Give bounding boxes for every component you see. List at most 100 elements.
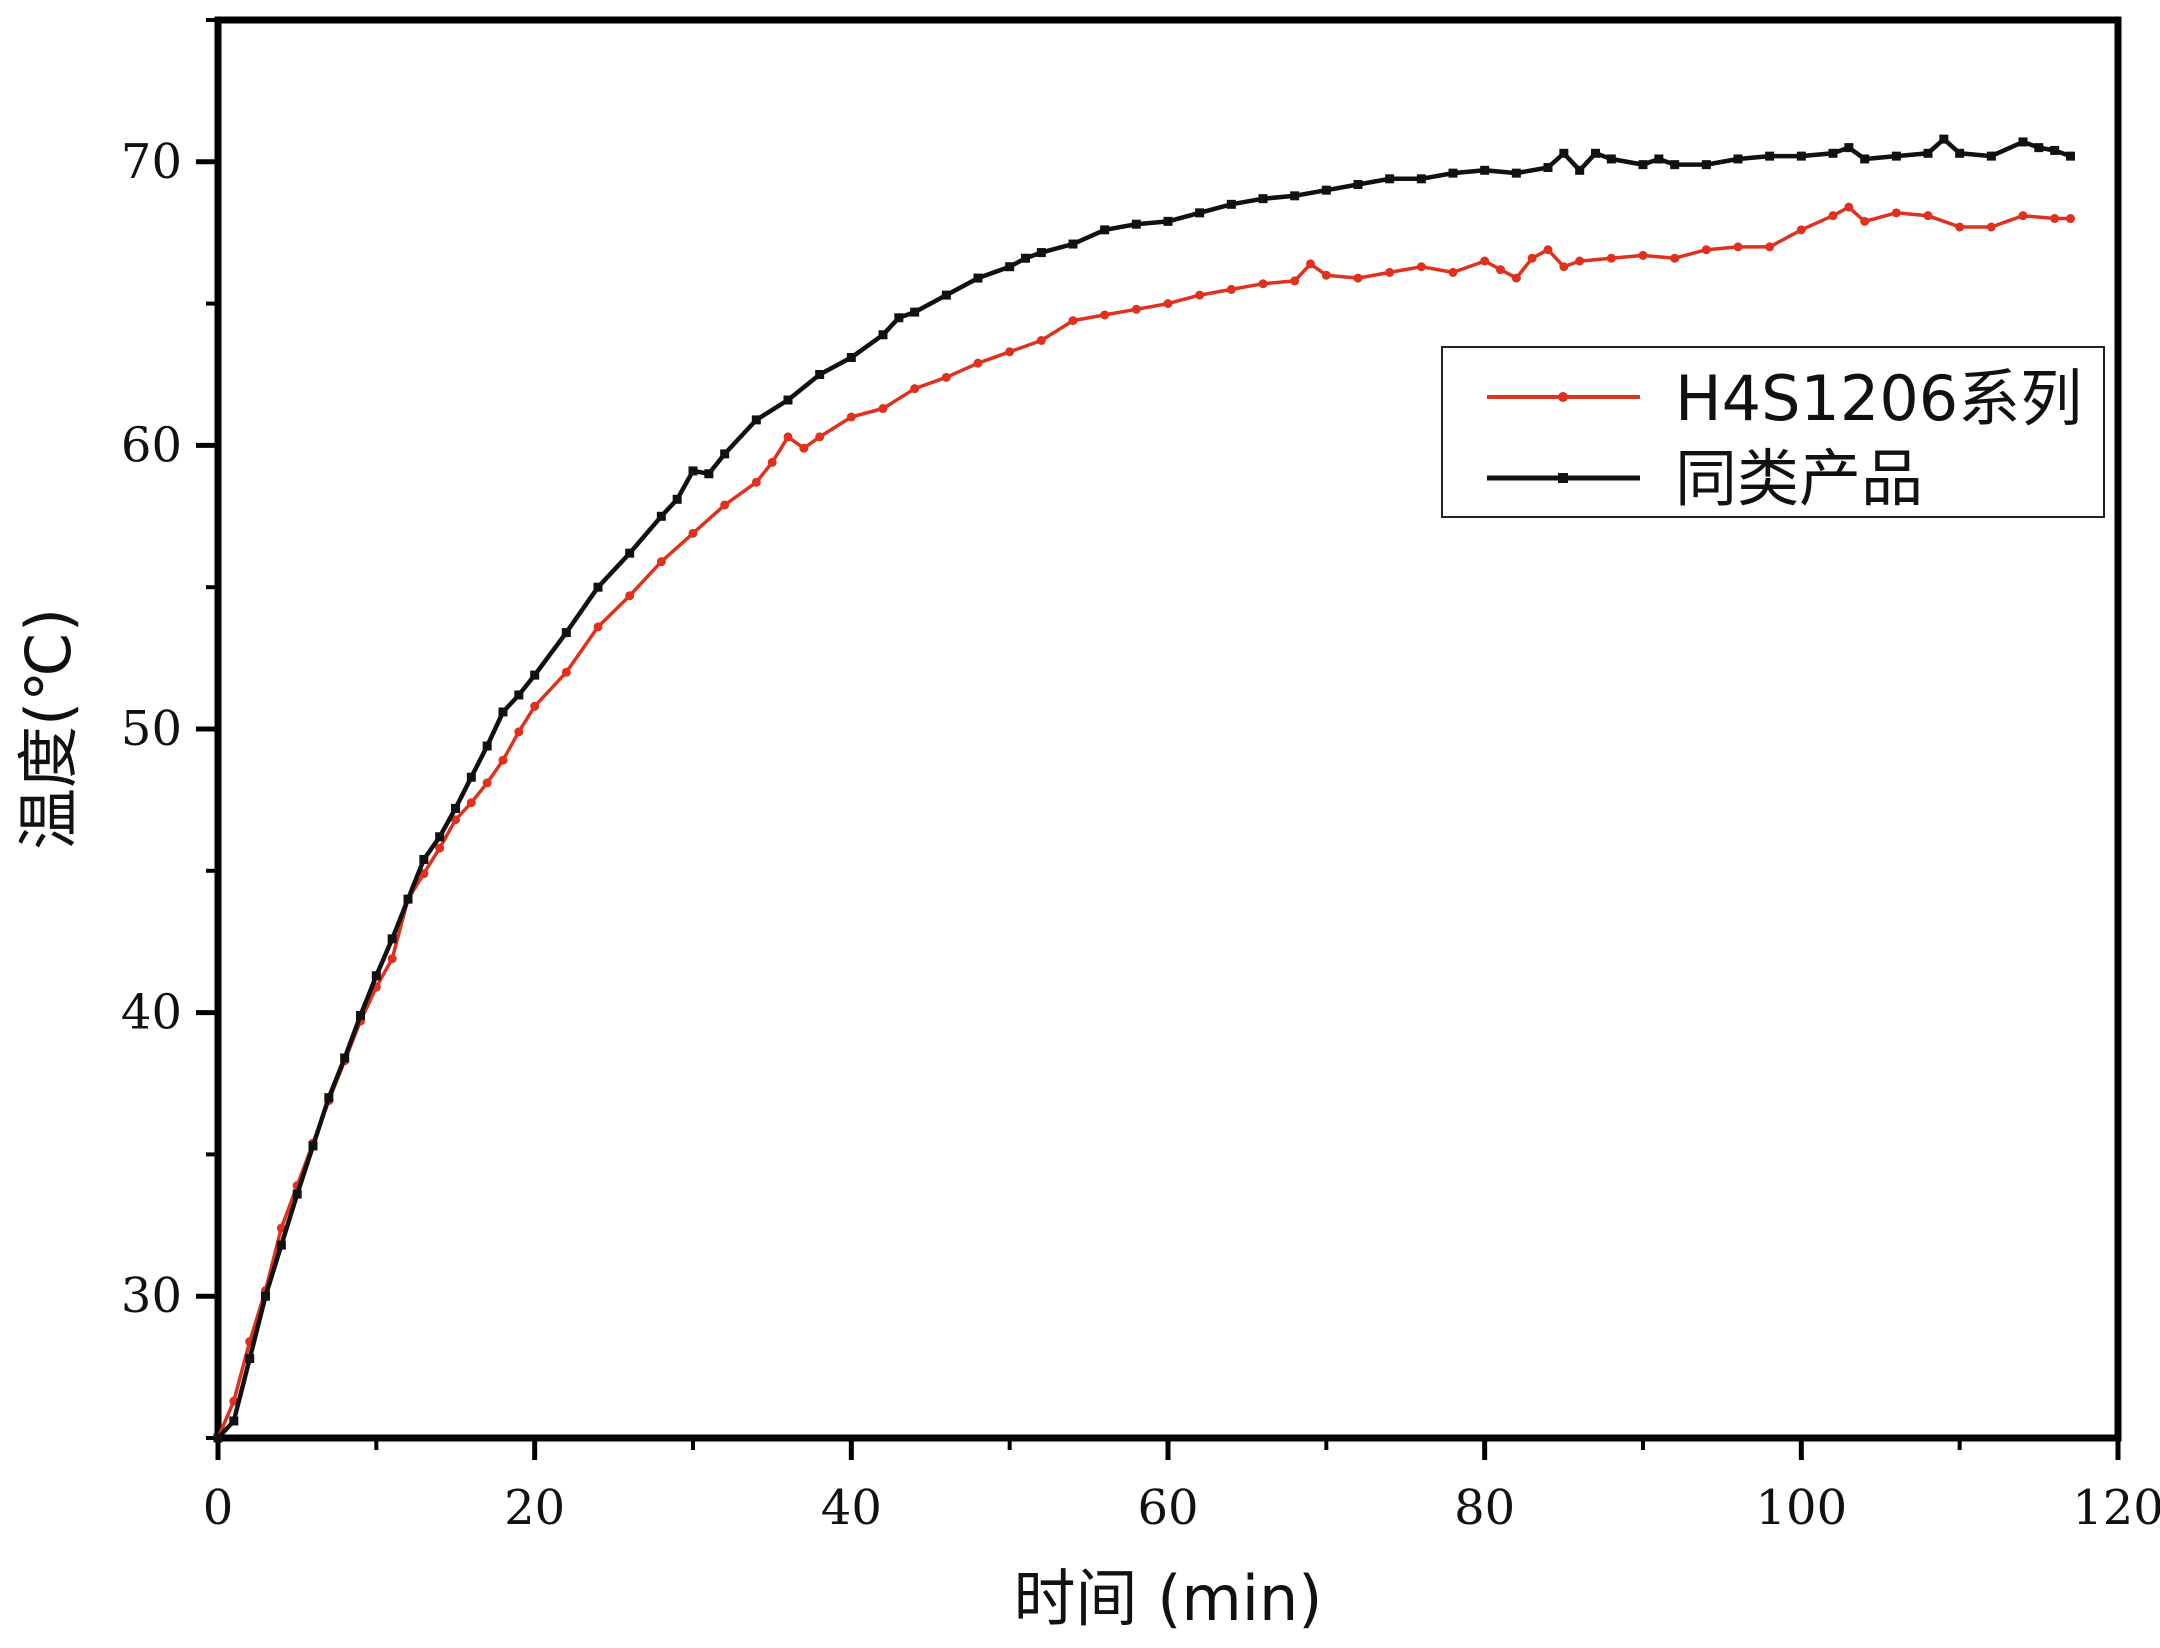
data-point xyxy=(482,741,492,751)
series-2 xyxy=(213,134,2075,1443)
series-layer xyxy=(213,134,2075,1443)
y-tick-label: 60 xyxy=(121,417,182,473)
data-point xyxy=(1448,267,1458,277)
y-tick-label: 50 xyxy=(121,701,182,757)
data-point xyxy=(672,494,682,504)
y-tick-label: 30 xyxy=(121,1268,182,1324)
data-point xyxy=(1638,250,1648,260)
legend-label-similar-product: 同类产品 xyxy=(1675,442,1923,515)
x-tick-label: 40 xyxy=(821,1480,882,1536)
data-point xyxy=(846,352,856,362)
data-point xyxy=(1955,148,1965,158)
data-point xyxy=(1131,304,1141,314)
data-point xyxy=(514,727,524,737)
data-point xyxy=(1353,179,1363,189)
data-point xyxy=(894,313,904,323)
x-tick-label: 80 xyxy=(1454,1480,1515,1536)
data-point xyxy=(1100,310,1110,320)
data-point xyxy=(419,869,429,879)
data-point xyxy=(1226,284,1236,294)
legend-box xyxy=(1441,346,2105,518)
data-point xyxy=(1416,174,1426,184)
data-point xyxy=(308,1141,318,1151)
data-point xyxy=(656,511,666,521)
data-point xyxy=(1068,239,1078,249)
data-point xyxy=(292,1189,302,1199)
data-point xyxy=(2066,214,2075,224)
data-point xyxy=(1860,154,1870,164)
data-point xyxy=(2018,137,2028,147)
data-point xyxy=(1005,262,1015,272)
data-point xyxy=(1575,256,1585,266)
data-point xyxy=(1828,148,1838,158)
data-point xyxy=(2018,211,2028,221)
y-tick-label: 40 xyxy=(121,985,182,1041)
data-point xyxy=(910,307,920,317)
data-point xyxy=(356,1010,365,1020)
data-point xyxy=(261,1291,270,1301)
series-1 xyxy=(213,202,2075,1443)
data-point xyxy=(1891,151,1901,161)
data-point xyxy=(656,557,666,567)
data-point xyxy=(783,395,793,405)
data-point xyxy=(783,432,793,442)
x-tick-label: 20 xyxy=(504,1480,565,1536)
data-point xyxy=(1559,148,1569,158)
data-point xyxy=(466,772,476,782)
data-point xyxy=(1828,211,1838,221)
data-point xyxy=(1496,265,1505,275)
data-point xyxy=(371,971,381,981)
data-point xyxy=(1321,185,1331,195)
data-point xyxy=(1527,253,1537,263)
x-tick-label: 60 xyxy=(1137,1480,1198,1536)
data-point xyxy=(1068,316,1078,326)
data-point xyxy=(751,415,761,425)
data-point xyxy=(1036,248,1046,258)
data-point xyxy=(498,707,508,717)
data-point xyxy=(1796,225,1806,235)
data-point xyxy=(1258,279,1268,289)
data-point xyxy=(1923,148,1933,158)
data-point xyxy=(1306,259,1315,269)
data-point xyxy=(1955,222,1965,232)
legend: H4S1206系列 同类产品 xyxy=(1441,346,2105,518)
data-point xyxy=(435,832,445,842)
data-point xyxy=(1511,168,1521,178)
data-point xyxy=(846,412,856,422)
data-point xyxy=(910,384,920,394)
data-point xyxy=(1385,174,1395,184)
data-point xyxy=(482,778,492,788)
data-point xyxy=(387,954,397,964)
data-point xyxy=(815,432,825,442)
data-point xyxy=(1163,299,1173,309)
data-point xyxy=(1923,211,1933,221)
data-point xyxy=(324,1093,334,1103)
data-point xyxy=(2050,214,2060,224)
data-point xyxy=(1195,208,1205,218)
data-point xyxy=(688,528,698,538)
data-point xyxy=(530,670,540,680)
series-line xyxy=(216,136,2072,1440)
data-point xyxy=(1844,143,1854,153)
data-point xyxy=(625,591,635,601)
data-point xyxy=(973,358,983,368)
x-tick-label: 100 xyxy=(1756,1480,1848,1536)
data-point xyxy=(1559,262,1569,272)
data-point xyxy=(1844,202,1854,212)
data-point xyxy=(1005,347,1015,357)
data-point xyxy=(1606,253,1616,263)
data-point xyxy=(1290,191,1300,201)
data-point xyxy=(1670,253,1680,263)
data-point xyxy=(451,815,460,825)
legend-marker-similar-product xyxy=(1558,473,1568,483)
data-point xyxy=(1765,151,1775,161)
data-point xyxy=(593,622,603,632)
data-point xyxy=(561,667,571,677)
data-point xyxy=(1290,276,1300,286)
data-point xyxy=(340,1053,350,1063)
data-point xyxy=(1986,151,1996,161)
data-point xyxy=(451,803,460,813)
axis-tick-labels: 0 20 40 60 80 100 120 30 40 50 60 70 xyxy=(121,134,2160,1536)
data-point xyxy=(1100,225,1110,235)
